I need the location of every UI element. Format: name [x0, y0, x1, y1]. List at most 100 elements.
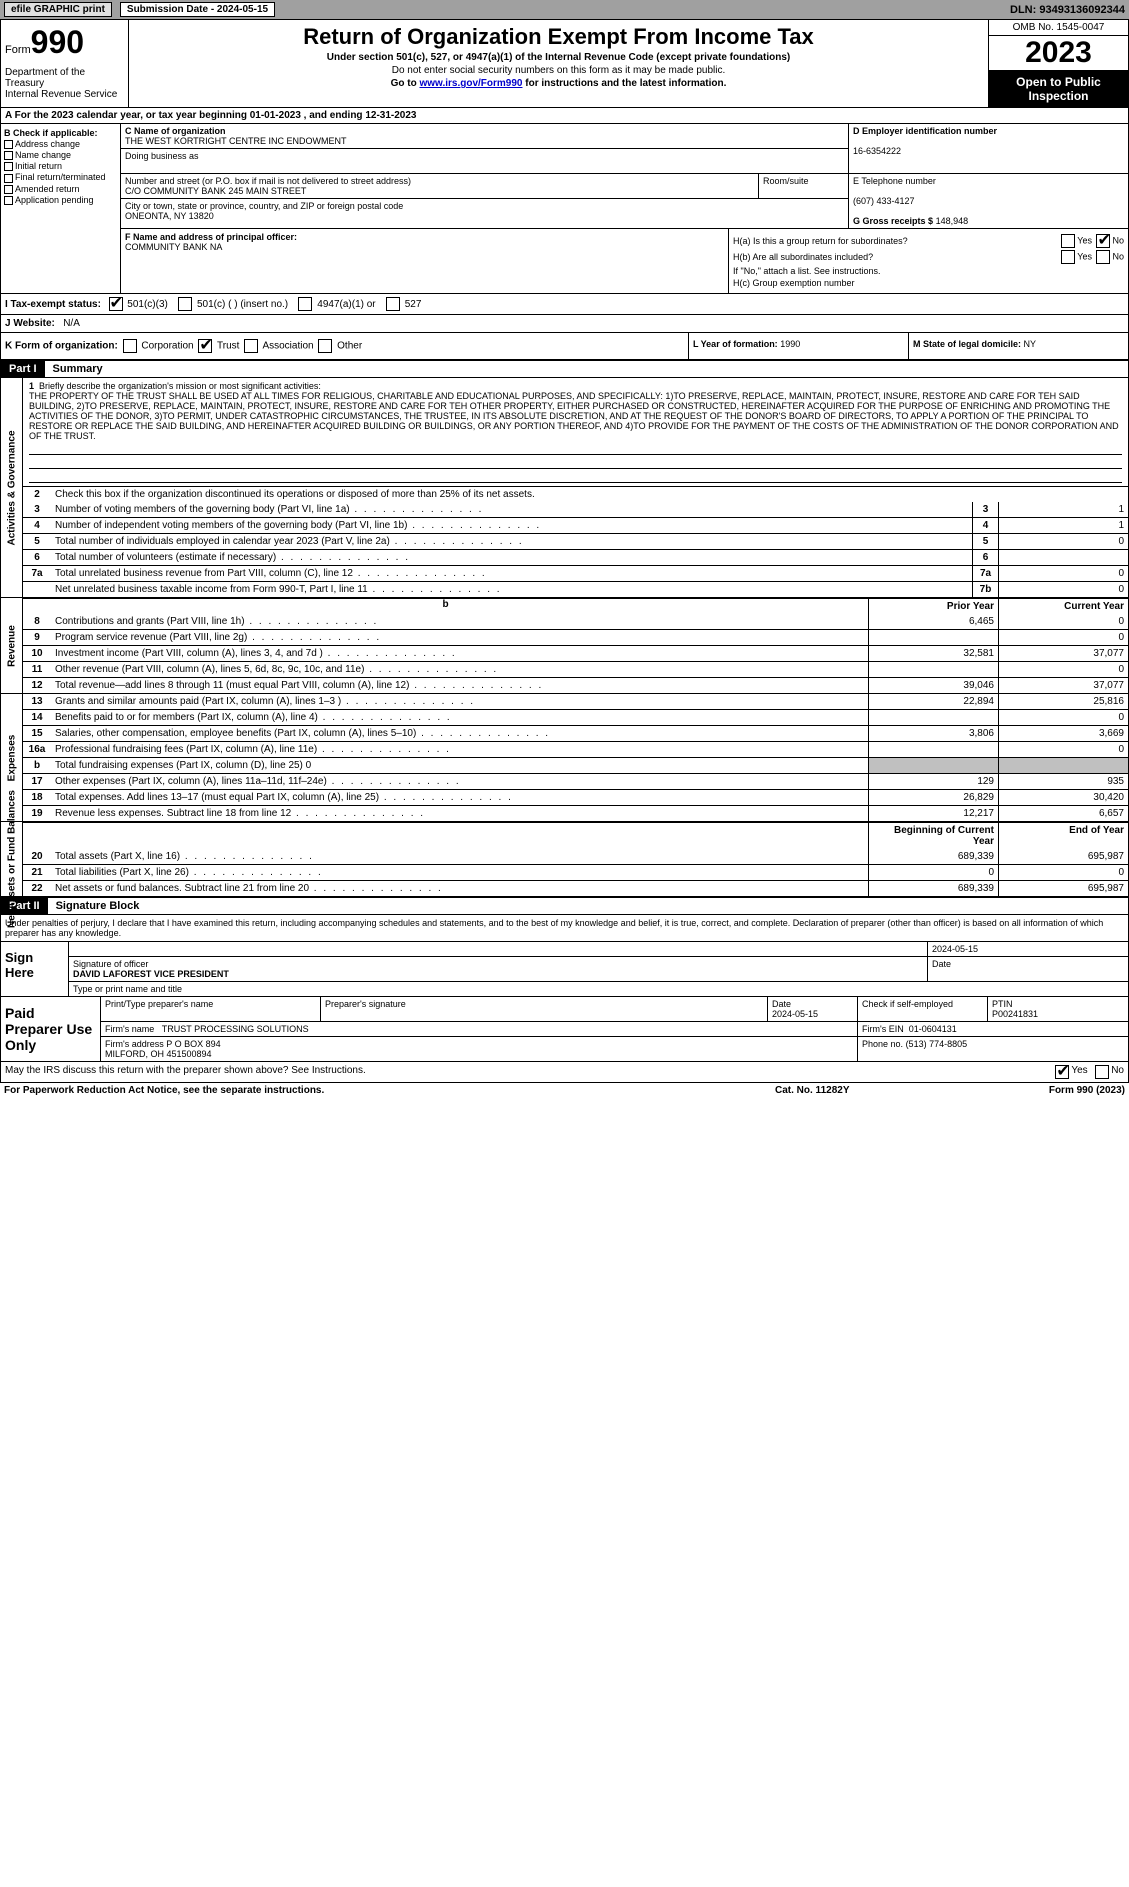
ha-label: H(a) Is this a group return for subordin…: [733, 236, 1059, 246]
g-label: G Gross receipts $: [853, 216, 933, 226]
chk-address-change[interactable]: [4, 140, 13, 149]
hdr-end: End of Year: [998, 823, 1128, 849]
date-label: Date: [928, 957, 1128, 981]
m-label: M State of legal domicile:: [913, 339, 1021, 349]
ptin: P00241831: [992, 1009, 1038, 1019]
line-13: 13Grants and similar amounts paid (Part …: [23, 694, 1128, 709]
city-label: City or town, state or province, country…: [125, 201, 403, 211]
line-10: 10Investment income (Part VIII, column (…: [23, 645, 1128, 661]
prep-label: Paid Preparer Use Only: [1, 997, 101, 1061]
chk-name-change[interactable]: [4, 151, 13, 160]
c-label: C Name of organization: [125, 126, 226, 136]
sign-here: Sign Here: [1, 942, 69, 996]
e-label: E Telephone number: [853, 176, 936, 186]
row-a-tax-year: A For the 2023 calendar year, or tax yea…: [0, 108, 1129, 124]
officer-name: COMMUNITY BANK NA: [125, 242, 222, 252]
chk-501c[interactable]: [178, 297, 192, 311]
chk-final-return[interactable]: [4, 174, 13, 183]
side-net: Net Assets or Fund Balances: [6, 790, 17, 928]
city-val: ONEONTA, NY 13820: [125, 211, 214, 221]
hdr-beg: Beginning of Current Year: [868, 823, 998, 849]
hb-yes[interactable]: [1061, 250, 1075, 264]
firm-ein: 01-0604131: [909, 1024, 957, 1034]
website: N/A: [63, 318, 80, 329]
dba-label: Doing business as: [121, 149, 848, 173]
chk-501c3[interactable]: [109, 297, 123, 311]
part1-rev: Revenue bPrior YearCurrent Year 8Contrib…: [0, 598, 1129, 694]
chk-corp[interactable]: [123, 339, 137, 353]
section-b: B Check if applicable: Address change Na…: [1, 124, 121, 293]
line-6: 6Total number of volunteers (estimate if…: [23, 549, 1128, 565]
mission-label: Briefly describe the organization's miss…: [39, 381, 321, 391]
discuss-row: May the IRS discuss this return with the…: [0, 1062, 1129, 1083]
discuss-yes[interactable]: [1055, 1065, 1069, 1079]
prep-date: 2024-05-15: [772, 1009, 818, 1019]
discuss-no[interactable]: [1095, 1065, 1109, 1079]
ha-yes[interactable]: [1061, 234, 1075, 248]
b-label: B Check if applicable:: [4, 128, 117, 138]
line-21: 21Total liabilities (Part X, line 26)00: [23, 864, 1128, 880]
line-20: 20Total assets (Part X, line 16)689,3396…: [23, 849, 1128, 864]
line-7a: 7aTotal unrelated business revenue from …: [23, 565, 1128, 581]
chk-527[interactable]: [386, 297, 400, 311]
subtitle-1: Under section 501(c), 527, or 4947(a)(1)…: [133, 52, 984, 63]
side-exp: Expenses: [6, 734, 17, 781]
topbar: efile GRAPHIC print Submission Date - 20…: [0, 0, 1129, 19]
org-name: THE WEST KORTRIGHT CENTRE INC ENDOWMENT: [125, 136, 347, 146]
d-label: D Employer identification number: [853, 126, 997, 136]
row-i: I Tax-exempt status: 501(c)(3) 501(c) ( …: [0, 293, 1129, 315]
chk-app-pending[interactable]: [4, 196, 13, 205]
line-b: bTotal fundraising expenses (Part IX, co…: [23, 757, 1128, 773]
ptin-label: PTIN: [992, 999, 1013, 1009]
sig-intro: Under penalties of perjury, I declare th…: [0, 915, 1129, 942]
check-self: Check if self-employed: [862, 999, 953, 1009]
state-domicile: NY: [1024, 339, 1037, 349]
line-15: 15Salaries, other compensation, employee…: [23, 725, 1128, 741]
chk-4947[interactable]: [298, 297, 312, 311]
firm-name: TRUST PROCESSING SOLUTIONS: [162, 1024, 309, 1034]
chk-other[interactable]: [318, 339, 332, 353]
part1-header: Part I Summary: [0, 360, 1129, 378]
l-label: L Year of formation:: [693, 339, 778, 349]
dln: DLN: 93493136092344: [1010, 4, 1125, 16]
footer-mid: Cat. No. 11282Y: [775, 1085, 975, 1096]
form-label: Form: [5, 44, 31, 56]
phone-label: Phone no.: [862, 1039, 903, 1049]
line-3: 3Number of voting members of the governi…: [23, 502, 1128, 517]
chk-trust[interactable]: [198, 339, 212, 353]
open-inspection: Open to Public Inspection: [989, 71, 1128, 107]
line-18: 18Total expenses. Add lines 13–17 (must …: [23, 789, 1128, 805]
footer-right: Form 990 (2023): [975, 1085, 1125, 1096]
line-4: 4Number of independent voting members of…: [23, 517, 1128, 533]
hb-no[interactable]: [1096, 250, 1110, 264]
k-label: K Form of organization:: [5, 341, 118, 352]
print-name-label: Print/Type preparer's name: [101, 997, 321, 1021]
side-ag: Activities & Governance: [6, 430, 17, 545]
efile-print-button[interactable]: efile GRAPHIC print: [4, 2, 112, 17]
hb-note: If "No," attach a list. See instructions…: [733, 266, 1124, 276]
preparer-block: Paid Preparer Use Only Print/Type prepar…: [0, 997, 1129, 1062]
line-12: 12Total revenue—add lines 8 through 11 (…: [23, 677, 1128, 693]
chk-assoc[interactable]: [244, 339, 258, 353]
line-22: 22Net assets or fund balances. Subtract …: [23, 880, 1128, 896]
department: Department of the Treasury Internal Reve…: [5, 67, 124, 100]
line-5: 5Total number of individuals employed in…: [23, 533, 1128, 549]
firm-addr-label: Firm's address: [105, 1039, 164, 1049]
irs-link[interactable]: www.irs.gov/Form990: [419, 78, 522, 89]
ha-no[interactable]: [1096, 234, 1110, 248]
submission-date: Submission Date - 2024-05-15: [120, 2, 275, 17]
hc-label: H(c) Group exemption number: [733, 278, 1124, 288]
chk-amended[interactable]: [4, 185, 13, 194]
form-number: 990: [31, 24, 84, 60]
part1-net: Net Assets or Fund Balances Beginning of…: [0, 822, 1129, 897]
subtitle-2: Do not enter social security numbers on …: [133, 65, 984, 76]
omb-number: OMB No. 1545-0047: [989, 20, 1128, 36]
officer: DAVID LAFOREST VICE PRESIDENT: [73, 969, 229, 979]
type-name: Type or print name and title: [69, 982, 1128, 996]
chk-initial-return[interactable]: [4, 162, 13, 171]
sig-date: 2024-05-15: [928, 942, 1128, 956]
hdr-curr: Current Year: [998, 599, 1128, 614]
line-7b: Net unrelated business taxable income fr…: [23, 581, 1128, 597]
firm-name-label: Firm's name: [105, 1024, 154, 1034]
line-19: 19Revenue less expenses. Subtract line 1…: [23, 805, 1128, 821]
